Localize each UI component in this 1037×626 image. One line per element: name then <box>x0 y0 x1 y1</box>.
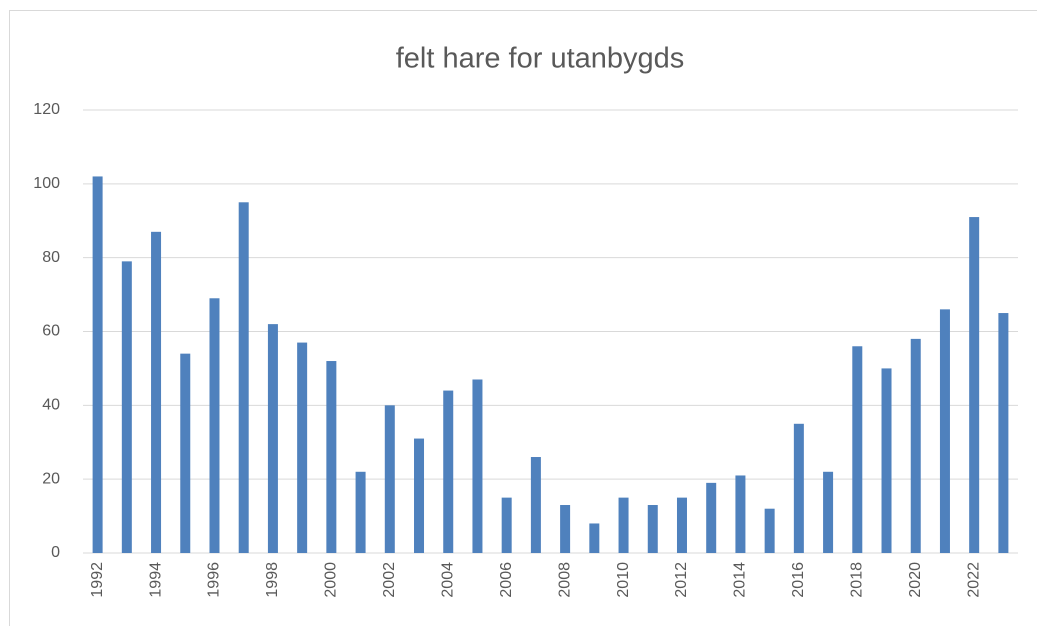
bar <box>121 261 132 553</box>
y-tick-label: 60 <box>42 323 60 340</box>
x-tick-label: 2002 <box>381 562 398 598</box>
x-tick-label: 2000 <box>323 562 340 598</box>
y-tick-label: 100 <box>33 175 60 192</box>
bar <box>209 298 220 553</box>
bar <box>998 313 1009 553</box>
bar <box>939 309 950 553</box>
chart-border <box>9 10 1037 626</box>
x-tick-label: 1994 <box>147 562 164 598</box>
bar <box>647 505 658 553</box>
bar <box>443 390 454 553</box>
x-tick-label: 2008 <box>556 562 573 598</box>
bar <box>618 497 629 553</box>
x-tick-label: 1998 <box>264 562 281 598</box>
bar <box>326 361 337 553</box>
x-tick-label: 2022 <box>965 562 982 598</box>
bar <box>735 475 746 553</box>
x-tick-label: 2016 <box>790 562 807 598</box>
x-tick-label: 1996 <box>206 562 223 598</box>
y-tick-label: 40 <box>42 397 60 414</box>
y-tick-label: 20 <box>42 470 60 487</box>
bar <box>793 423 804 553</box>
bar <box>355 471 366 553</box>
bar <box>297 342 308 553</box>
x-tick-label: 1992 <box>89 562 106 598</box>
y-tick-label: 80 <box>42 249 60 266</box>
bar <box>530 457 541 553</box>
bar <box>589 523 600 553</box>
bar <box>823 471 834 553</box>
bar <box>384 405 395 553</box>
x-tick-label: 2012 <box>673 562 690 598</box>
bar <box>764 508 775 553</box>
bar <box>969 217 980 553</box>
bar <box>501 497 512 553</box>
x-tick-label: 2018 <box>849 562 866 598</box>
bar <box>92 176 103 553</box>
x-tick-label: 2014 <box>732 562 749 598</box>
bar <box>881 368 892 553</box>
bar <box>706 482 717 553</box>
bar <box>267 324 278 553</box>
y-tick-label: 120 <box>33 101 60 118</box>
x-tick-label: 2010 <box>615 562 632 598</box>
bar <box>910 338 921 553</box>
bar <box>560 505 571 553</box>
y-tick-label: 0 <box>51 544 60 561</box>
x-tick-label: 2006 <box>498 562 515 598</box>
bar <box>151 231 162 553</box>
bar <box>414 438 425 553</box>
bar <box>852 346 863 553</box>
chart-title: felt hare for utanbygds <box>396 43 685 75</box>
bar <box>238 202 249 553</box>
x-tick-label: 2020 <box>907 562 924 598</box>
x-tick-label: 2004 <box>439 562 456 598</box>
bar <box>180 353 191 553</box>
bar <box>472 379 483 553</box>
bar <box>676 497 687 553</box>
